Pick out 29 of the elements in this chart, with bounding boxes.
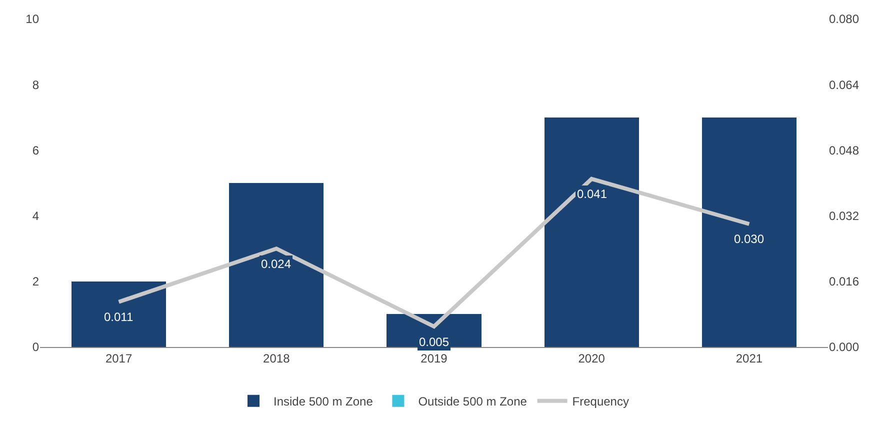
y2-tick-label: 0.064 [829,78,860,92]
data-label: 0.030 [734,232,764,246]
y2-tick-label: 0.048 [829,143,860,158]
y-tick-label: 10 [26,12,40,26]
data-label: 0.011 [104,310,134,324]
x-tick-label: 2017 [105,351,132,366]
y2-tick-label: 0.032 [829,209,860,223]
x-tick-label: 2021 [736,351,763,366]
legend-label: Inside 500 m Zone [274,394,374,409]
data-label: 0.041 [577,187,608,201]
y-tick-label: 6 [32,143,40,158]
y-tick-label: 4 [32,209,40,223]
y-tick-label: 0 [32,340,40,354]
x-tick-label: 2018 [263,351,290,366]
legend-label: Frequency [572,394,629,409]
x-tick-label: 2020 [578,351,606,366]
bar [702,117,796,347]
y2-tick-label: 0.016 [829,274,860,289]
bar [544,117,639,347]
legend-label: Outside 500 m Zone [418,394,528,409]
data-label: 0.005 [419,335,450,349]
y2-tick-label: 0.080 [829,12,860,26]
x-tick-label: 2019 [420,351,448,366]
bar [72,281,166,347]
bar [229,183,324,347]
data-label: 0.024 [261,257,292,271]
y2-tick-label: 0.000 [829,340,860,354]
y-tick-label: 2 [32,274,40,289]
y-tick-label: 8 [32,78,40,92]
